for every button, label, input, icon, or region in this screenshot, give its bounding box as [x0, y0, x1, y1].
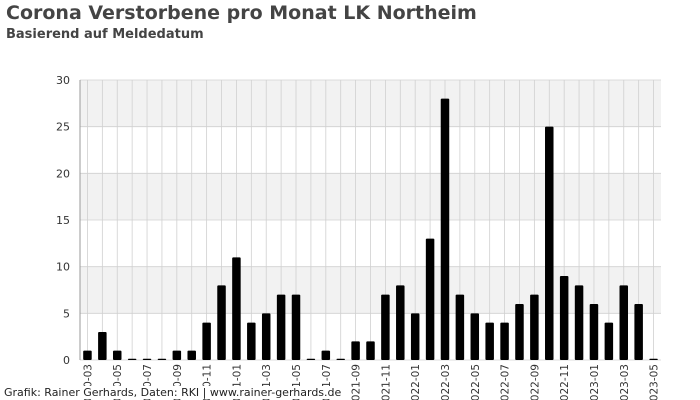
x-tick-label: 2021-11 [380, 364, 392, 400]
bar [321, 350, 331, 360]
bar [500, 322, 509, 360]
bar [604, 322, 614, 360]
x-tick-label: 2022-11 [559, 364, 571, 400]
bar [306, 358, 316, 360]
y-tick-label: 25 [56, 121, 70, 134]
bar [157, 358, 167, 360]
bar [98, 332, 107, 360]
bar [589, 304, 599, 360]
bar [649, 358, 658, 360]
x-tick-label: 2021-09 [351, 364, 363, 400]
x-tick-label: 2022-05 [470, 364, 482, 400]
bar [217, 285, 226, 360]
y-axis: 0 5 10 15 20 25 30 [56, 74, 70, 367]
bar [425, 238, 435, 360]
bar [619, 285, 629, 360]
bar [559, 276, 569, 360]
bars [83, 98, 658, 361]
chart-subtitle: Basierend auf Meldedatum [6, 27, 204, 42]
bar [127, 358, 137, 360]
bar [291, 294, 301, 360]
bar [187, 350, 196, 360]
x-tick-label: 2023-05 [649, 364, 661, 400]
footer-credit: Grafik: Rainer Gerhards, Daten: RKI | ww… [4, 386, 344, 399]
x-tick-label: 2023-01 [589, 364, 601, 400]
bar [351, 341, 360, 360]
y-tick-label: 10 [56, 261, 70, 274]
bar [515, 304, 524, 360]
y-tick-label: 30 [56, 74, 70, 87]
y-tick-label: 15 [56, 214, 70, 227]
chart-title: Corona Verstorbene pro Monat LK Northeim [6, 2, 477, 24]
bar [530, 294, 539, 360]
bar [470, 313, 480, 360]
plot-grid [79, 79, 661, 361]
bar [142, 358, 152, 360]
bar [634, 304, 643, 360]
x-tick-label: 2022-03 [440, 364, 452, 400]
bar [261, 313, 271, 360]
bar [336, 358, 345, 360]
x-tick-label: 2023-03 [619, 364, 631, 400]
bar [545, 126, 554, 361]
y-tick-label: 0 [63, 354, 70, 367]
bar [410, 313, 420, 360]
bar [366, 341, 375, 360]
bar [574, 285, 584, 360]
bar [485, 322, 494, 360]
x-tick-label: 2022-01 [410, 364, 422, 400]
bar [172, 350, 182, 360]
x-tick-label: 2022-09 [529, 364, 541, 400]
bar [83, 350, 92, 360]
x-tick-label: 2022-07 [500, 364, 512, 400]
y-tick-label: 5 [63, 307, 70, 320]
bar [232, 257, 241, 360]
bar [455, 294, 465, 360]
bar [396, 285, 405, 360]
y-tick-label: 20 [56, 167, 70, 180]
bar [202, 322, 211, 360]
bar [276, 294, 286, 360]
bar [381, 294, 390, 360]
bar [440, 98, 450, 361]
bar [247, 322, 256, 360]
bar [112, 350, 122, 360]
